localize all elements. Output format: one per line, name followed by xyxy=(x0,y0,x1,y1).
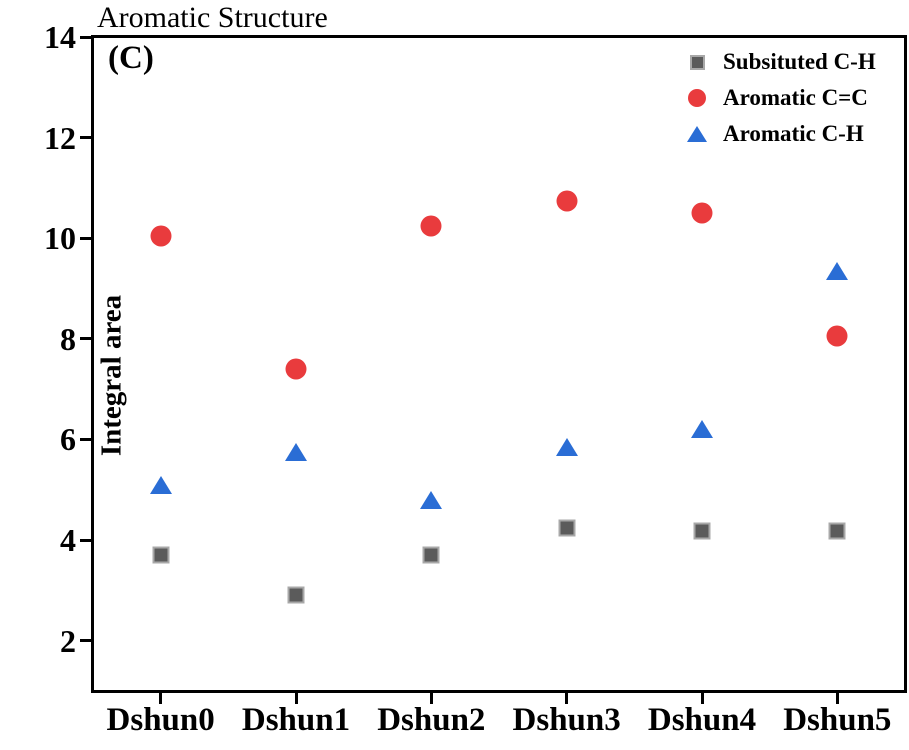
legend-item: Aromatic C-H xyxy=(679,116,876,152)
x-tick-mark xyxy=(565,691,569,704)
x-tick-label: Dshun5 xyxy=(783,702,892,738)
x-tick-label: Dshun3 xyxy=(512,702,621,738)
y-tick-label: 6 xyxy=(60,421,76,458)
scatter-marker xyxy=(285,358,307,380)
y-tick-label: 14 xyxy=(44,19,76,55)
y-tick-label: 12 xyxy=(44,119,76,156)
scatter-marker xyxy=(826,325,848,347)
y-tick-label: 10 xyxy=(44,220,76,257)
x-tick-mark xyxy=(159,691,163,704)
x-tick-label: Dshun1 xyxy=(241,702,351,738)
y-tick-label: 4 xyxy=(60,522,76,559)
scatter-marker xyxy=(826,261,849,280)
legend-label: Aromatic C=C xyxy=(723,85,868,110)
y-tick-mark xyxy=(80,337,93,341)
legend-circle-icon xyxy=(688,89,706,107)
y-tick-mark xyxy=(80,639,93,643)
scatter-marker xyxy=(150,225,172,247)
scatter-marker xyxy=(556,190,578,211)
scatter-marker xyxy=(420,490,443,509)
legend-marker-cell xyxy=(679,126,715,142)
legend-label: Aromatic C-H xyxy=(723,121,864,146)
legend-item: Subsituted C-H xyxy=(679,44,876,80)
scatter-marker xyxy=(691,420,713,439)
x-tick-mark xyxy=(429,691,433,704)
scatter-marker xyxy=(828,522,846,540)
scatter-marker xyxy=(691,202,713,224)
scatter-marker xyxy=(152,546,170,564)
scatter-marker xyxy=(420,215,442,237)
scatter-marker xyxy=(555,438,578,456)
scatter-marker xyxy=(693,522,711,540)
y-tick-mark xyxy=(80,136,93,140)
legend-item: Aromatic C=C xyxy=(679,80,876,116)
legend-marker-cell xyxy=(679,89,715,107)
scatter-marker xyxy=(149,475,172,494)
x-tick-mark xyxy=(294,691,298,704)
legend-square-icon xyxy=(689,54,705,70)
y-tick-label: 2 xyxy=(60,622,76,659)
x-tick-label: Dshun2 xyxy=(377,702,486,738)
scatter-marker xyxy=(287,586,305,604)
scatter-marker xyxy=(422,546,440,564)
x-tick-label: Dshun4 xyxy=(647,702,757,738)
y-tick-mark xyxy=(80,35,93,39)
y-tick-mark xyxy=(80,437,93,441)
legend: Subsituted C-H Aromatic C=C Aromatic C-H xyxy=(679,44,876,152)
legend-label: Subsituted C-H xyxy=(723,49,876,74)
legend-marker-cell xyxy=(679,54,715,70)
scatter-marker xyxy=(285,443,307,462)
chart-title: Aromatic Structure xyxy=(97,1,328,34)
x-tick-mark xyxy=(835,691,839,704)
panel-label: (C) xyxy=(108,40,154,76)
legend-triangle-icon xyxy=(687,126,707,142)
plot-area: (C) Integral area Subsituted C-H Aromatic… xyxy=(91,35,907,693)
x-tick-label: Dshun0 xyxy=(106,702,215,738)
scatter-marker xyxy=(558,519,576,536)
y-tick-mark xyxy=(80,538,93,542)
x-tick-mark xyxy=(700,691,704,704)
y-axis-label: Integral area xyxy=(95,294,128,457)
y-tick-label: 8 xyxy=(60,320,76,357)
y-tick-mark xyxy=(80,236,93,240)
